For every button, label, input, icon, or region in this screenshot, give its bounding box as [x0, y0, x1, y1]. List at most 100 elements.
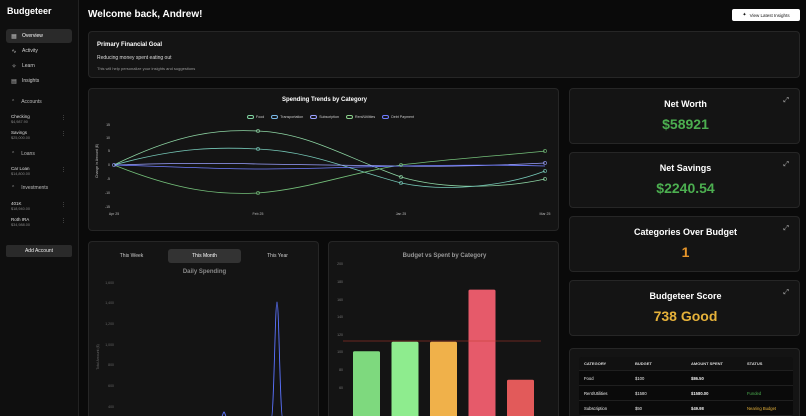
table-row[interactable]: Rent/Utilities $1580 $1580.00 Funded	[579, 386, 793, 401]
table-row[interactable]: Food $100 $86.50	[579, 371, 793, 386]
more-icon[interactable]: ⋮	[61, 202, 66, 208]
sidebar-item-activity[interactable]: ∿ Activity	[6, 44, 72, 58]
cell: $1580.00	[691, 390, 709, 396]
account-name: 401K	[11, 201, 22, 206]
account-value: $34,988.00	[11, 223, 31, 227]
account-roth-ira[interactable]: Roth IRA $34,988.00 ⋮	[11, 217, 66, 227]
account-savings[interactable]: Savings $25,000.00 ⋮	[11, 130, 66, 140]
trend-chart-title: Spending Trends by Category	[281, 97, 367, 103]
brand-logo: Budgeteer	[7, 6, 52, 16]
legend-item[interactable]: Subscription	[310, 115, 339, 119]
status-badge: Nearing Budget	[747, 405, 777, 411]
stat-value: 738 Good	[653, 308, 718, 324]
spending-trends-card: Spending Trends by Category Food Transpo…	[88, 88, 559, 231]
sidebar-item-label: Activity	[22, 48, 38, 54]
expand-icon[interactable]: ⤢	[783, 225, 789, 232]
y-tick: 1,200	[105, 322, 114, 326]
account-name: Car Loan	[11, 166, 30, 171]
legend-label: Subscription	[319, 115, 340, 119]
account-name: Savings	[11, 130, 28, 135]
account-checking[interactable]: Checking $4,987.90 ⋮	[11, 114, 66, 124]
accounts-section-toggle[interactable]: ⌃ Accounts	[11, 99, 42, 105]
tab-this-year[interactable]: This Year	[267, 253, 288, 259]
more-icon[interactable]: ⋮	[61, 131, 66, 137]
cell: $86.50	[691, 375, 704, 381]
goal-text[interactable]: Reducing money spent eating out	[97, 55, 172, 61]
sidebar-item-learn[interactable]: ✧ Learn	[6, 59, 72, 73]
trend-line-debt[interactable]	[113, 164, 546, 170]
add-account-button[interactable]: Add Account	[6, 245, 72, 257]
legend-label: Debt Payment	[391, 115, 414, 119]
account-value: $4,987.90	[11, 120, 28, 124]
legend-item[interactable]: Debt Payment	[382, 115, 414, 119]
stat-label: Budgeteer Score	[649, 291, 722, 301]
insights-icon: ▤	[11, 78, 17, 85]
x-tick: Mar 25	[540, 212, 551, 216]
x-tick: Apr 25	[109, 212, 119, 216]
cell: $50	[635, 405, 642, 411]
account-value: $18,940.00	[11, 207, 31, 211]
account-car-loan[interactable]: Car Loan $14,800.00 ⋮	[11, 166, 66, 176]
tab-this-month[interactable]: This Month	[168, 249, 241, 263]
chevron-up-icon: ⌃	[11, 151, 16, 157]
chevron-up-icon: ⌃	[11, 99, 16, 105]
y-tick: 15	[106, 123, 110, 127]
learn-icon: ✧	[11, 63, 17, 70]
sparkle-icon: ✦	[742, 12, 747, 18]
sidebar-item-insights[interactable]: ▤ Insights	[6, 74, 72, 88]
budget-bar[interactable]	[468, 289, 496, 416]
cell: Rent/Utilities	[584, 390, 608, 396]
account-401k[interactable]: 401K $18,940.00 ⋮	[11, 201, 66, 211]
view-insights-button[interactable]: ✦ View Latest Insights	[732, 9, 800, 21]
more-icon[interactable]: ⋮	[61, 218, 66, 224]
table-row[interactable]: Subscription $50 $49.98 Nearing Budget	[579, 401, 793, 416]
sidebar-item-label: Learn	[22, 63, 35, 69]
y-tick: 80	[339, 368, 343, 372]
budget-bar[interactable]	[391, 341, 419, 416]
legend-label: Transportation	[280, 115, 304, 119]
y-tick: 160	[337, 298, 343, 302]
more-icon[interactable]: ⋮	[61, 115, 66, 121]
y-tick: 140	[337, 315, 343, 319]
expand-icon[interactable]: ⤢	[783, 97, 789, 104]
budgeteer-score-card: ⤢ Budgeteer Score 738 Good	[569, 280, 800, 336]
col-header[interactable]: CATEGORY	[584, 361, 607, 366]
legend-item[interactable]: Food	[247, 115, 264, 119]
expand-icon[interactable]: ⤢	[783, 161, 789, 168]
trend-line-subscription[interactable]	[113, 162, 546, 167]
trend-ylabel: Change in Amount ($)	[95, 144, 99, 178]
trend-line-transportation[interactable]	[113, 147, 546, 188]
budget-bar[interactable]	[430, 341, 457, 416]
legend-item[interactable]: Transportation	[271, 115, 303, 119]
net-savings-card: ⤢ Net Savings $2240.54	[569, 152, 800, 208]
investments-section-toggle[interactable]: ⌃ Investments	[11, 185, 48, 191]
budget-bar[interactable]	[507, 379, 534, 416]
sidebar-item-overview[interactable]: ▦ Overview	[6, 29, 72, 43]
account-name: Roth IRA	[11, 217, 30, 222]
budget-table-card: CATEGORY BUDGET AMOUNT SPENT STATUS Food…	[569, 348, 800, 416]
loans-section-toggle[interactable]: ⌃ Loans	[11, 151, 35, 157]
col-header[interactable]: AMOUNT SPENT	[691, 361, 723, 366]
stat-label: Net Savings	[659, 163, 712, 173]
col-header[interactable]: BUDGET	[635, 361, 652, 366]
section-label: Loans	[21, 151, 35, 157]
more-icon[interactable]: ⋮	[61, 167, 66, 173]
y-tick: 100	[337, 350, 343, 354]
section-label: Investments	[21, 185, 49, 191]
daily-spending-svg: Total Amount ($) 1,600 1,400 1,200 1,000…	[96, 281, 314, 416]
net-worth-card: ⤢ Net Worth $58921	[569, 88, 800, 144]
account-value: $14,800.00	[11, 172, 31, 176]
trend-line-food[interactable]	[113, 130, 546, 187]
account-name: Checking	[11, 114, 30, 119]
grid-icon: ▦	[11, 33, 17, 40]
tab-this-week[interactable]: This Week	[119, 253, 144, 259]
legend-item[interactable]: Rent/Utilities	[346, 115, 375, 119]
col-header[interactable]: STATUS	[747, 361, 763, 366]
period-tabs: This Week This Month This Year	[95, 249, 314, 263]
trend-line-rent[interactable]	[113, 150, 546, 194]
legend-label: Rent/Utilities	[355, 115, 376, 119]
expand-icon[interactable]: ⤢	[783, 289, 789, 296]
budget-bar[interactable]	[353, 351, 380, 416]
daily-spending-line[interactable]	[119, 301, 314, 416]
y-tick: 1,400	[105, 301, 114, 305]
